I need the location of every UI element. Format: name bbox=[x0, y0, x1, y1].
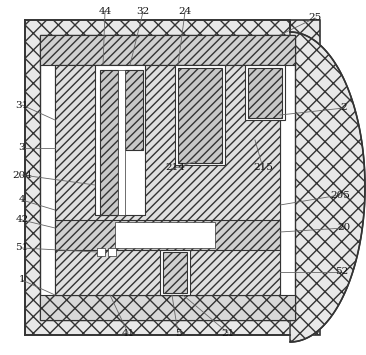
Bar bbox=[118, 70, 125, 215]
Text: 42: 42 bbox=[15, 215, 29, 224]
Bar bbox=[40, 295, 295, 320]
Text: 41: 41 bbox=[122, 328, 135, 338]
Text: 5: 5 bbox=[175, 328, 181, 338]
Text: 21: 21 bbox=[221, 328, 235, 338]
Text: 25: 25 bbox=[309, 13, 322, 22]
Bar bbox=[40, 35, 295, 65]
Text: 204: 204 bbox=[12, 170, 32, 180]
Bar bbox=[100, 70, 118, 215]
Text: 51: 51 bbox=[15, 244, 29, 252]
Bar bbox=[25, 20, 320, 335]
Bar bbox=[55, 65, 280, 295]
Bar bbox=[125, 70, 143, 150]
Bar bbox=[115, 222, 215, 248]
Bar bbox=[245, 65, 285, 120]
Text: 3: 3 bbox=[19, 143, 25, 153]
Text: 1: 1 bbox=[19, 275, 25, 284]
PathPatch shape bbox=[290, 20, 365, 342]
Text: 32: 32 bbox=[137, 7, 150, 16]
Text: 4: 4 bbox=[19, 196, 25, 204]
Text: 52: 52 bbox=[335, 268, 349, 277]
Bar bbox=[163, 252, 187, 293]
Text: 44: 44 bbox=[98, 7, 112, 16]
Bar bbox=[55, 220, 280, 250]
Bar bbox=[97, 248, 105, 256]
Bar bbox=[95, 65, 145, 215]
Bar bbox=[160, 250, 190, 295]
Text: 24: 24 bbox=[178, 7, 192, 16]
Bar bbox=[108, 248, 116, 256]
Bar bbox=[55, 65, 280, 295]
Text: 31: 31 bbox=[15, 100, 29, 109]
Text: 215: 215 bbox=[253, 164, 273, 173]
Text: 2: 2 bbox=[341, 104, 347, 113]
Text: 20: 20 bbox=[337, 224, 351, 233]
Bar bbox=[175, 65, 225, 165]
Polygon shape bbox=[290, 20, 365, 342]
Bar bbox=[248, 68, 282, 118]
Text: 214: 214 bbox=[165, 164, 185, 173]
Text: 205: 205 bbox=[330, 191, 350, 200]
Bar bbox=[178, 68, 222, 163]
Bar bbox=[40, 35, 295, 320]
